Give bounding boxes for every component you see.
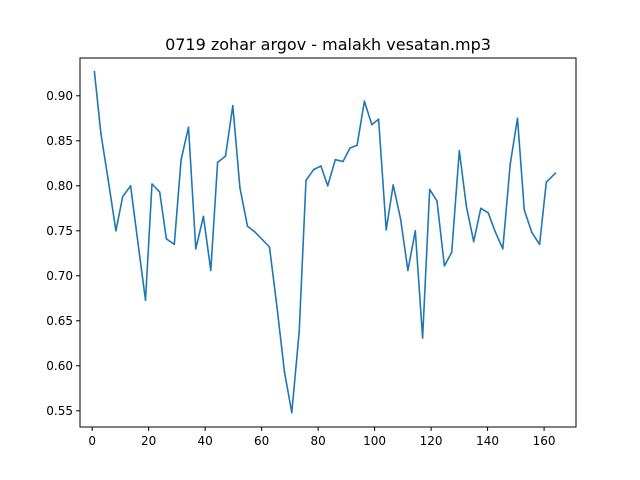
data-point <box>305 179 307 182</box>
data-point <box>421 337 424 339</box>
data-point <box>516 117 519 120</box>
x-tick-label: 120 <box>420 434 443 448</box>
data-point <box>253 230 256 233</box>
x-tick-label: 80 <box>310 434 325 448</box>
data-point <box>115 230 117 232</box>
data-point <box>151 183 153 185</box>
data-point <box>385 229 388 231</box>
data-point <box>165 238 168 240</box>
data-point <box>268 246 271 248</box>
data-point <box>494 230 497 233</box>
data-point <box>180 158 182 161</box>
data-point <box>392 184 395 186</box>
y-tick-label: 0.60 <box>46 359 73 373</box>
x-tick-label: 140 <box>476 434 499 448</box>
data-point <box>100 132 102 135</box>
data-point <box>480 207 482 210</box>
data-point <box>356 144 358 147</box>
data-point <box>137 241 139 244</box>
data-point <box>371 123 373 126</box>
y-tick-label: 0.75 <box>46 224 73 238</box>
data-point <box>312 168 315 171</box>
x-tick-label: 20 <box>141 434 156 448</box>
data-point <box>291 411 293 414</box>
data-point <box>158 191 161 193</box>
data-point <box>173 243 176 246</box>
data-point <box>538 243 541 246</box>
data-point <box>334 158 337 161</box>
data-point <box>202 215 205 218</box>
chart-title: 0719 zohar argov - malakh vesatan.mp3 <box>165 35 491 54</box>
data-point <box>216 161 219 164</box>
data-point <box>107 177 109 180</box>
data-point <box>187 126 190 129</box>
data-point <box>523 209 526 211</box>
data-point <box>326 185 329 187</box>
data-point <box>363 100 366 102</box>
data-point <box>465 205 468 208</box>
data-point <box>377 118 380 120</box>
data-point <box>428 188 431 191</box>
data-point <box>232 104 234 107</box>
x-tick-label: 60 <box>254 434 269 448</box>
x-tick-label: 0 <box>88 434 96 448</box>
data-point <box>298 330 301 333</box>
data-point <box>239 186 241 189</box>
data-point <box>472 240 475 243</box>
data-point <box>93 70 96 73</box>
data-point <box>458 149 461 152</box>
data-point <box>224 155 227 157</box>
data-point <box>195 248 197 250</box>
y-tick-label: 0.80 <box>46 179 73 193</box>
data-point <box>545 181 548 183</box>
data-point <box>320 165 322 167</box>
data-point <box>210 269 212 272</box>
x-axis: 0 20 40 60 80 100 120 140 160 <box>88 427 556 448</box>
data-point <box>129 185 132 187</box>
data-point <box>414 230 417 232</box>
data-point <box>443 265 446 267</box>
data-point <box>276 305 278 308</box>
series-layer <box>93 70 557 414</box>
plot-area-frame <box>79 57 577 428</box>
data-point <box>509 163 512 165</box>
x-tick-label: 160 <box>533 434 556 448</box>
y-tick-label: 0.85 <box>46 134 73 148</box>
data-point <box>407 269 409 272</box>
data-point <box>283 371 286 373</box>
y-tick-label: 0.65 <box>46 314 73 328</box>
data-point <box>502 248 504 250</box>
x-tick-label: 100 <box>363 434 386 448</box>
x-tick-label: 40 <box>197 434 212 448</box>
data-point <box>144 299 147 301</box>
data-point <box>121 195 124 198</box>
data-point <box>531 231 533 234</box>
data-point <box>342 160 344 163</box>
y-tick-label: 0.90 <box>46 89 73 103</box>
data-point <box>436 200 438 202</box>
data-point <box>450 251 453 254</box>
data-point <box>399 218 402 220</box>
y-tick-label: 0.55 <box>46 404 73 418</box>
data-point <box>246 225 249 228</box>
data-point <box>349 147 351 149</box>
y-axis: 0.55 0.60 0.65 0.70 0.75 0.80 0.85 0.90 <box>46 89 80 418</box>
data-point <box>487 212 490 214</box>
data-point <box>554 172 557 174</box>
y-tick-label: 0.70 <box>46 269 73 283</box>
